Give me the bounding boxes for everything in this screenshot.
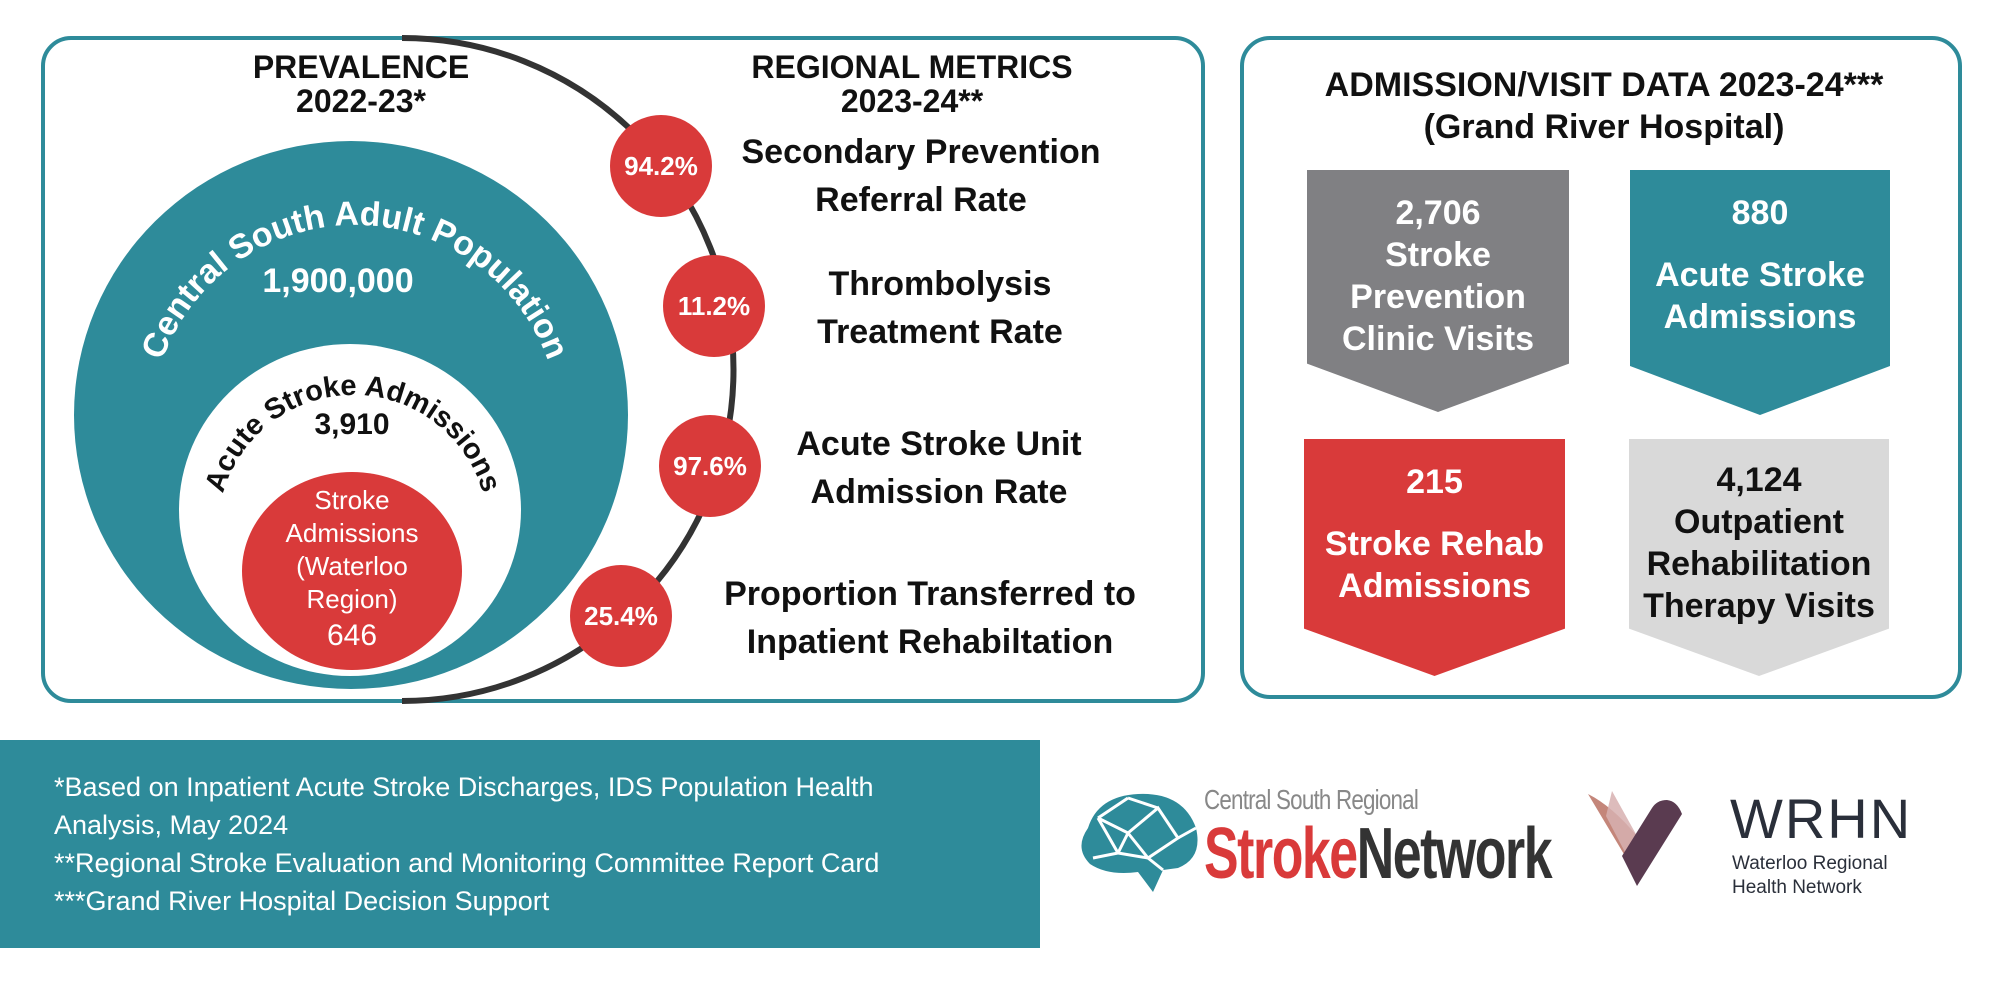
waterloo-line: Admissions bbox=[285, 518, 419, 548]
card-value: 4,124 bbox=[1716, 461, 1802, 499]
card-label-line: Prevention bbox=[1350, 278, 1526, 316]
stroke-word: Stroke bbox=[1204, 814, 1358, 894]
card-label-line: Admissions bbox=[1338, 567, 1531, 605]
footnote: Analysis, May 2024 bbox=[54, 810, 289, 840]
stroke-network-wordmark: StrokeNetwork bbox=[1204, 814, 1553, 894]
prevalence-heading-line2: 2022-23* bbox=[296, 83, 426, 119]
card-label-line: Stroke Rehab bbox=[1324, 525, 1545, 563]
metric-line: Secondary Prevention bbox=[741, 133, 1101, 171]
prevalence-heading: PREVALENCE 2022-23* bbox=[253, 50, 469, 118]
admission-heading-line2: (Grand River Hospital) bbox=[1423, 108, 1785, 146]
waterloo-admissions-text: Stroke Admissions (Waterloo Region) 646 bbox=[286, 484, 419, 656]
acute-admissions-value: 3,910 bbox=[314, 408, 390, 441]
stroke-network-region-text: Central South Regional bbox=[1204, 784, 1419, 815]
waterloo-value: 646 bbox=[326, 619, 378, 652]
card-label-line: Therapy Visits bbox=[1643, 587, 1875, 625]
brain-icon bbox=[1081, 793, 1198, 892]
timeline-arc bbox=[401, 35, 737, 704]
admission-heading-line1: ADMISSION/VISIT DATA 2023-24*** bbox=[1324, 66, 1884, 104]
metric-badge-rehab-transfer: 25.4% bbox=[570, 565, 672, 667]
card-label-line: Admissions bbox=[1663, 298, 1857, 336]
card-label-line: Stroke bbox=[1385, 236, 1491, 274]
wrhn-acronym: WRHN bbox=[1730, 787, 1913, 850]
wrhn-name-line: Health Network bbox=[1732, 877, 1862, 898]
regional-metrics-heading: REGIONAL METRICS 2023-24** bbox=[751, 50, 1072, 118]
metric-line: Proportion Transferred to bbox=[724, 575, 1136, 613]
metric-line: Inpatient Rehabiltation bbox=[746, 623, 1114, 661]
admission-visit-heading: ADMISSION/VISIT DATA 2023-24*** (Grand R… bbox=[1325, 64, 1884, 148]
waterloo-line: (Waterloo bbox=[296, 551, 408, 581]
footnote: ***Grand River Hospital Decision Support bbox=[54, 886, 550, 916]
population-value: 1,900,000 bbox=[262, 262, 414, 300]
wrhn-name: Waterloo Regional Health Network bbox=[1732, 852, 1888, 900]
card-value: 215 bbox=[1406, 463, 1463, 501]
metric-label-acute-stroke-unit: Acute Stroke Unit Admission Rate bbox=[796, 420, 1081, 516]
metric-badge-thrombolysis: 11.2% bbox=[663, 255, 765, 357]
metric-line: Treatment Rate bbox=[817, 313, 1063, 351]
metric-line: Admission Rate bbox=[810, 473, 1068, 511]
metric-line: Referral Rate bbox=[815, 181, 1027, 219]
network-word: Network bbox=[1356, 814, 1553, 894]
stroke-network-logo: Central South Regional StrokeNetwork bbox=[1068, 784, 1553, 896]
waterloo-line: Stroke bbox=[314, 485, 390, 515]
waterloo-line: Region) bbox=[306, 584, 398, 614]
card-acute-stroke-admissions: 880 Acute Stroke Admissions bbox=[1630, 170, 1890, 415]
metric-label-thrombolysis: Thrombolysis Treatment Rate bbox=[817, 260, 1063, 356]
regional-heading-line1: REGIONAL METRICS bbox=[751, 49, 1073, 85]
metric-label-rehab-transfer: Proportion Transferred to Inpatient Reha… bbox=[724, 570, 1136, 666]
prevalence-diagram: Central South Adult Population Acute Str… bbox=[74, 35, 737, 704]
card-value: 2,706 bbox=[1395, 194, 1481, 232]
footnotes: *Based on Inpatient Acute Stroke Dischar… bbox=[0, 740, 1040, 948]
card-stroke-rehab-admissions: 215 Stroke Rehab Admissions bbox=[1304, 439, 1565, 676]
card-label-line: Rehabilitation bbox=[1646, 545, 1872, 583]
regional-heading-line2: 2023-24** bbox=[840, 83, 984, 119]
metric-line: Acute Stroke Unit bbox=[796, 425, 1082, 463]
metric-badge-acute-stroke-unit: 97.6% bbox=[659, 415, 761, 517]
card-outpatient-rehab-visits: 4,124 Outpatient Rehabilitation Therapy … bbox=[1629, 439, 1889, 676]
prevalence-heading-line1: PREVALENCE bbox=[252, 49, 470, 85]
footnote: **Regional Stroke Evaluation and Monitor… bbox=[54, 848, 880, 878]
waterloo-admissions-circle bbox=[242, 472, 462, 670]
footnote: *Based on Inpatient Acute Stroke Dischar… bbox=[54, 772, 874, 802]
wrhn-heart-icon bbox=[1588, 791, 1682, 886]
card-stroke-prevention-clinic-visits: 2,706 Stroke Prevention Clinic Visits bbox=[1307, 170, 1569, 412]
card-label-line: Acute Stroke bbox=[1655, 256, 1865, 294]
wrhn-name-line: Waterloo Regional bbox=[1732, 853, 1888, 874]
metric-label-secondary-prevention: Secondary Prevention Referral Rate bbox=[741, 128, 1100, 224]
wrhn-logo: WRHN Waterloo Regional Health Network bbox=[1582, 786, 1962, 898]
metric-badge-secondary-prevention: 94.2% bbox=[610, 115, 712, 217]
card-label-line: Clinic Visits bbox=[1341, 320, 1535, 358]
card-value: 880 bbox=[1731, 194, 1789, 232]
card-label-line: Outpatient bbox=[1674, 503, 1844, 541]
metric-line: Thrombolysis bbox=[828, 265, 1052, 303]
